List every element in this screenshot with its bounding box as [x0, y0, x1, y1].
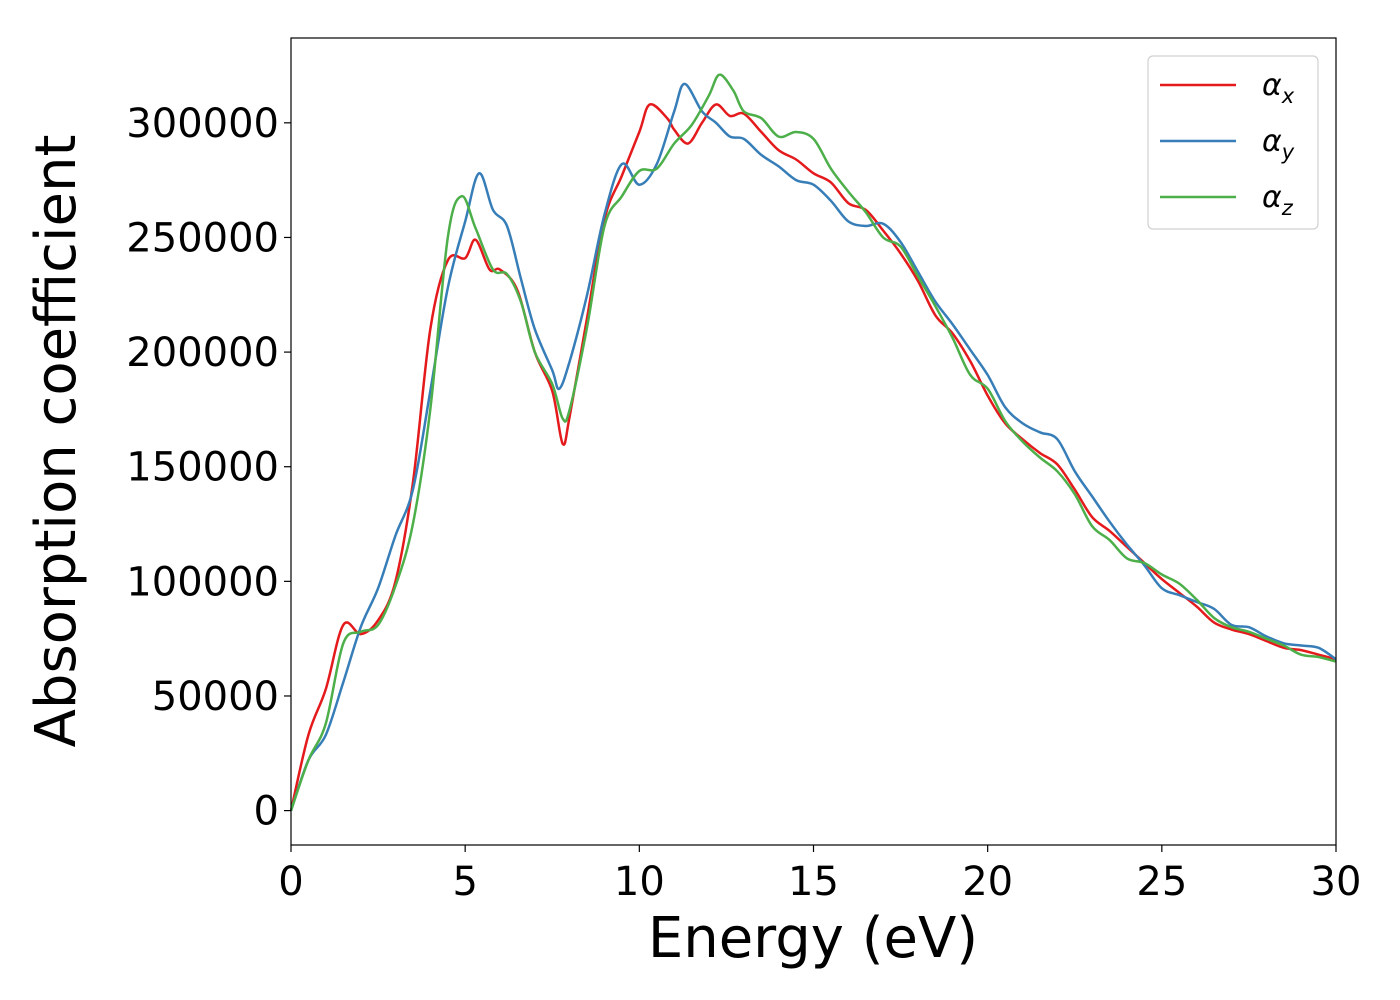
- y-tick-label: 150000: [126, 445, 279, 491]
- y-tick-label: 0: [254, 789, 279, 835]
- legend-subscript: z: [1281, 196, 1294, 220]
- legend-symbol: α: [1262, 68, 1282, 103]
- legend-symbol: α: [1262, 180, 1282, 215]
- legend-subscript: y: [1281, 140, 1295, 164]
- y-tick-label: 100000: [126, 559, 279, 605]
- y-tick-label: 50000: [152, 674, 279, 720]
- plot-area: [289, 73, 1337, 812]
- x-tick-label: 20: [962, 859, 1013, 905]
- y-axis-title: Absorption coefficient: [24, 135, 89, 748]
- x-tick-label: 5: [452, 859, 477, 905]
- x-tick-label: 15: [788, 859, 839, 905]
- x-tick-label: 10: [614, 859, 665, 905]
- legend-box: [1147, 55, 1319, 230]
- legend-entry-x: αx: [1262, 68, 1295, 108]
- series-line-z: [289, 73, 1337, 812]
- x-tick-label: 0: [278, 859, 303, 905]
- y-tick-label: 250000: [126, 215, 279, 261]
- y-tick-label: 300000: [126, 101, 279, 147]
- y-tick-label: 200000: [126, 330, 279, 376]
- y-axis: 0 50000 100000 150000 200000 250000 300000: [126, 101, 291, 835]
- legend-entry-y: αy: [1262, 124, 1295, 164]
- legend-symbol: α: [1262, 124, 1282, 159]
- x-tick-label: 25: [1136, 859, 1187, 905]
- x-axis-title: Energy (eV): [648, 906, 978, 971]
- legend-subscript: x: [1281, 84, 1295, 108]
- legend-entry-z: αz: [1262, 180, 1294, 220]
- series-line-y: [289, 82, 1337, 812]
- x-axis: 0 5 10 15 20 25 30: [278, 845, 1361, 905]
- x-tick-label: 30: [1311, 859, 1362, 905]
